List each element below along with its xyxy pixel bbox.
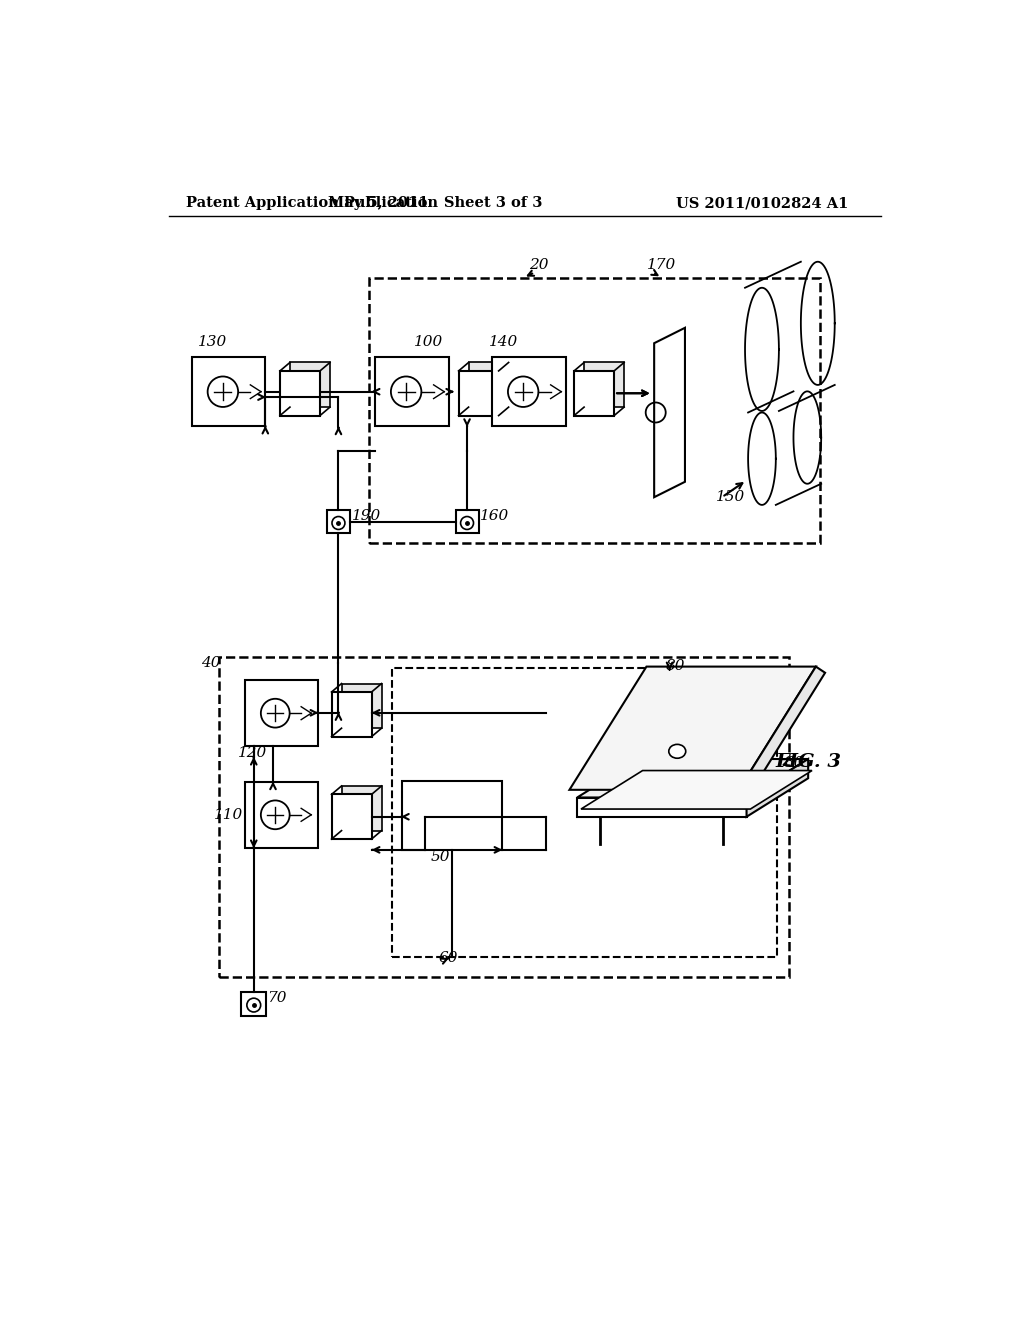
Text: 40: 40 [202,656,221,669]
Bar [280,371,319,416]
Bar [493,358,565,426]
Text: 150: 150 [716,490,745,504]
Polygon shape [739,667,825,799]
Bar [342,684,382,729]
Text: May 5, 2011   Sheet 3 of 3: May 5, 2011 Sheet 3 of 3 [328,197,542,210]
Bar [332,692,372,737]
Text: 20: 20 [529,257,549,272]
Bar [392,668,777,957]
Bar [327,511,350,533]
Text: 70: 70 [267,991,287,1006]
Text: 190: 190 [351,508,381,523]
Text: 160: 160 [480,508,509,523]
Text: Patent Application Publication: Patent Application Publication [186,197,438,210]
Polygon shape [746,759,808,817]
Polygon shape [578,759,808,797]
Text: 100: 100 [414,335,443,350]
Bar [469,363,509,407]
Text: 50: 50 [431,850,451,863]
Bar [193,358,265,426]
Bar [342,785,382,830]
Bar [245,681,317,746]
Bar [290,363,330,407]
Bar [456,511,478,533]
Text: 80: 80 [666,660,685,673]
Text: 140: 140 [488,335,518,350]
Bar [376,358,449,426]
Polygon shape [569,667,816,789]
Text: 60: 60 [438,950,458,965]
Bar [574,371,614,416]
Text: 130: 130 [199,335,227,350]
Text: US 2011/0102824 A1: US 2011/0102824 A1 [676,197,848,210]
Text: 110: 110 [214,808,243,821]
Bar [584,363,625,407]
Polygon shape [581,771,812,809]
Bar [370,277,819,544]
Text: FIG. 3: FIG. 3 [775,752,841,771]
Bar [401,780,502,850]
Bar [219,657,788,977]
Text: 120: 120 [239,746,267,760]
Ellipse shape [669,744,686,758]
Text: 170: 170 [646,257,676,272]
Text: 30: 30 [785,755,805,770]
Bar [459,371,499,416]
Bar [332,795,372,840]
Polygon shape [578,797,746,817]
Bar [245,781,317,847]
Bar [242,991,266,1016]
